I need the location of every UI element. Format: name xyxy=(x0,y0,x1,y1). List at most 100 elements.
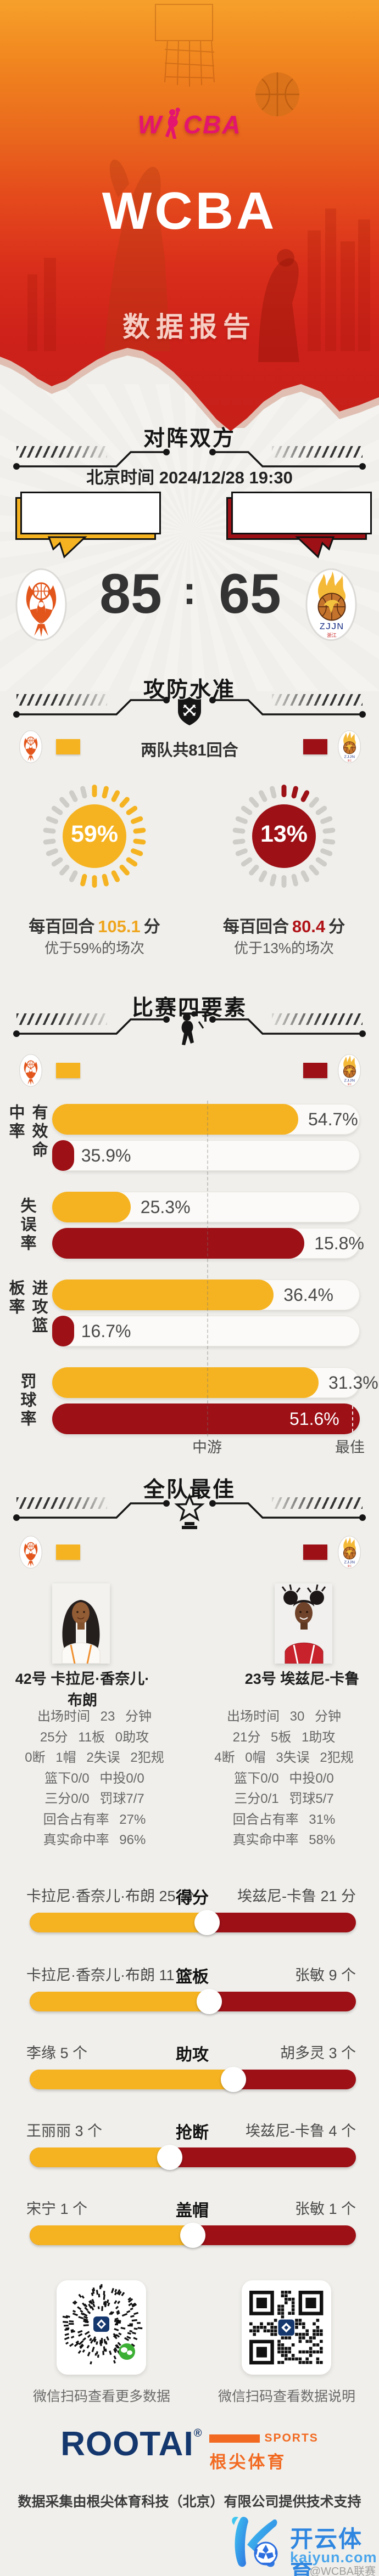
section-title-matchup: 对阵双方 xyxy=(143,427,236,450)
home-bar-track: 31.3% xyxy=(52,1367,378,1398)
bar-junction-dot xyxy=(194,1910,220,1935)
divider-lines xyxy=(13,449,366,470)
home-player-photo xyxy=(52,1583,110,1664)
home-segment xyxy=(30,1992,209,2011)
stat-line: 0断 1帽 2失误 2犯规 xyxy=(25,1750,164,1765)
away-bar-track: 51.6% xyxy=(52,1403,360,1434)
away-gauge-ring xyxy=(232,785,336,888)
away-color-swatch xyxy=(303,1063,327,1078)
stat-line: 21分 5板 1助攻 xyxy=(232,1729,336,1745)
stat-line: 真实命中率 96% xyxy=(43,1833,146,1847)
factor-group-orb: 进攻篮板率 36.4% 16.7% xyxy=(0,1279,379,1346)
duel-home-label: 王丽丽 3 个 xyxy=(26,2123,103,2139)
logo-text-cba: CBA xyxy=(183,110,242,139)
possessions-note: 两队共81回合 xyxy=(141,742,238,759)
duel-away-label: 张敏 1 个 xyxy=(294,2201,356,2217)
hatch-decor-right xyxy=(272,1013,363,1025)
rootai-logo: ROOTAI® SPORTS 根尖体育 xyxy=(0,2427,379,2473)
home-bar xyxy=(52,1279,274,1310)
stat-line: 出场时间 30 分钟 xyxy=(226,1709,342,1724)
duel-category: 助攻 xyxy=(176,2046,209,2064)
duel-bar xyxy=(30,1989,356,2014)
factor-label: 失误率 xyxy=(18,1197,36,1253)
hatch-decor-left xyxy=(16,446,107,458)
section-divider xyxy=(0,1006,379,1050)
stat-line: 4断 0帽 3失误 2犯规 xyxy=(214,1750,354,1765)
home-bar-value: 54.7% xyxy=(308,1109,358,1129)
away-percentile-note: 优于13%的场次 xyxy=(233,940,335,956)
duel-home-label: 卡拉尼·香奈儿·布朗 25 分 xyxy=(26,1888,195,1904)
home-gauge-ring xyxy=(43,785,146,888)
away-per100-note: 每百回合 80.4 分 xyxy=(196,913,372,937)
away-team-banner: 浙江稠州银行 xyxy=(226,492,372,559)
away-team-logo-small xyxy=(335,1535,364,1569)
away-bar-track: 15.8% xyxy=(52,1228,364,1259)
kaiyun-brand-name: 开云体育 xyxy=(290,2526,363,2576)
axis-label-best: 最佳 xyxy=(335,1439,365,1456)
teams-legend xyxy=(0,1535,379,1574)
duel-away-label: 埃兹尼-卡鲁 21 分 xyxy=(237,1888,356,1904)
duel-home-label: 宋宁 1 个 xyxy=(26,2201,88,2217)
logo-text-w: W xyxy=(137,110,163,139)
away-player-avatar xyxy=(275,1583,332,1664)
qr-card-data-notes xyxy=(242,2280,331,2375)
away-player-name: 23号 埃兹尼-卡鲁 xyxy=(244,1671,360,1687)
banner-tail-icon xyxy=(47,536,87,559)
away-bar-value: 35.9% xyxy=(81,1146,131,1165)
duel-category: 抢断 xyxy=(176,2124,209,2142)
duel-away-label: 胡多灵 3 个 xyxy=(280,2045,356,2061)
away-pace-gauge: 13% xyxy=(229,781,339,891)
home-bar-track: 36.4% xyxy=(52,1279,360,1310)
factor-group-efg: 有效命中率 54.7% 35.9% xyxy=(0,1104,379,1171)
star-trophy-icon xyxy=(174,1493,205,1529)
duel-home-label: 李缘 5 个 xyxy=(26,2045,88,2061)
bar-junction-dot xyxy=(196,1989,222,2014)
stat-line: 真实命中率 58% xyxy=(232,1833,336,1847)
home-team-banner: 内蒙古农信 xyxy=(15,492,161,559)
hatch-decor-left xyxy=(16,1497,107,1509)
away-player-photo xyxy=(275,1583,332,1664)
away-player-stats: 出场时间 30 分钟 21分 5板 1助攻 4断 0帽 3失误 2犯规 篮下0/… xyxy=(202,1706,366,1851)
stat-line: 出场时间 23 分钟 xyxy=(37,1709,152,1724)
factor-group-tov: 失误率 25.3% 15.8% xyxy=(0,1192,379,1259)
hero-subtitle: 数据报告 xyxy=(122,312,257,342)
divider-lines xyxy=(13,1493,366,1529)
home-color-swatch xyxy=(56,739,80,754)
away-bar xyxy=(52,1403,360,1434)
per100-suffix: 分 xyxy=(143,918,160,936)
home-bar xyxy=(52,1104,298,1135)
home-team-logo-small xyxy=(16,730,45,764)
home-segment xyxy=(30,2070,234,2089)
watermark: @WCBA联赛 xyxy=(309,2566,376,2576)
hatch-decor-right xyxy=(272,1497,363,1509)
teams-legend: 两队共81回合 xyxy=(0,730,379,768)
duel-row-steals: 王丽丽 3 个 抢断 埃兹尼-卡鲁 4 个 xyxy=(0,2119,379,2174)
away-score: 65 xyxy=(219,562,281,625)
duel-bar xyxy=(30,2067,356,2092)
rootai-orange-bar xyxy=(209,2434,260,2443)
per100-value: 105.1 xyxy=(98,917,141,936)
home-player-name: 42号 卡拉尼·香奈儿·布朗 xyxy=(15,1671,150,1709)
best-reference-line xyxy=(352,1406,353,1432)
duel-category: 得分 xyxy=(176,1889,209,1907)
bar-junction-dot xyxy=(180,2223,205,2248)
home-bar xyxy=(52,1367,319,1398)
away-bar-value: 15.8% xyxy=(314,1233,364,1253)
away-gauge-value: 13% xyxy=(260,821,308,847)
section-divider xyxy=(0,687,379,731)
duel-bar xyxy=(30,2145,356,2170)
duel-row-assists: 李缘 5 个 助攻 胡多灵 3 个 xyxy=(0,2041,379,2096)
factor-label: 进攻篮板率 xyxy=(7,1279,47,1335)
game-datetime: 北京时间 2024/12/28 19:30 xyxy=(86,468,293,487)
shield-swords-icon xyxy=(178,697,201,725)
stat-line: 回合占有率 31% xyxy=(232,1812,336,1827)
duel-row-blocks: 宋宁 1 个 盖帽 张敏 1 个 xyxy=(0,2197,379,2252)
teams-legend xyxy=(0,1053,379,1092)
home-player-stats: 出场时间 23 分钟 25分 11板 0助攻 0断 1帽 2失误 2犯规 篮下0… xyxy=(12,1706,177,1851)
duel-away-label: 埃兹尼-卡鲁 4 个 xyxy=(245,2123,356,2139)
home-pace-gauge: 59% xyxy=(40,781,149,891)
qr-card-more-data xyxy=(57,2280,146,2375)
home-team-logo xyxy=(14,563,68,646)
score-separator: : xyxy=(183,569,196,613)
duel-row-points: 卡拉尼·香奈儿·布朗 25 分 得分 埃兹尼-卡鲁 21 分 xyxy=(0,1884,379,1939)
